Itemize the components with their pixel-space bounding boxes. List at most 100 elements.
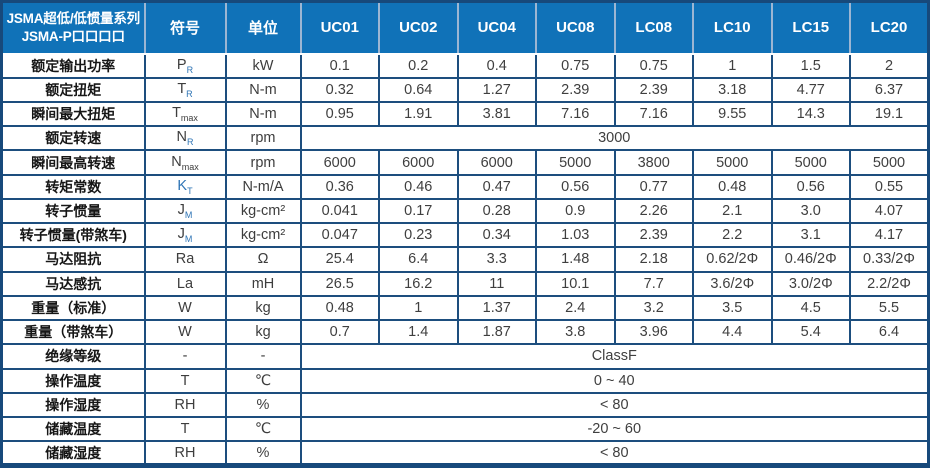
value-cell-lc08: 3800	[613, 149, 694, 176]
unit-cell: kg	[224, 294, 302, 322]
unit-cell: %	[224, 391, 302, 419]
row-label: 马达感抗	[0, 270, 146, 297]
symbol-cell: -	[143, 343, 227, 370]
value-cell-uc04: 1.37	[456, 294, 537, 322]
value-cell-uc08: 5000	[535, 149, 616, 176]
spec-row: 转矩常数 KT N-m/A 0.36 0.46 0.47 0.56 0.77 0.48 0.56 0…	[0, 173, 930, 200]
value-cell-uc01: 6000	[299, 149, 380, 176]
value-cell-lc20: 6.37	[849, 76, 930, 103]
value-cell-uc01: 0.95	[299, 100, 380, 128]
unit-cell: N-m	[224, 76, 302, 103]
value-cell-uc04: 11	[456, 270, 537, 297]
symbol-cell: Tmax	[143, 100, 227, 128]
value-cell-lc10: 2.2	[692, 222, 773, 249]
row-label: 转子惯量(带煞车)	[0, 222, 146, 249]
symbol-cell: T	[143, 367, 227, 394]
value-cell-lc20: 0.55	[849, 173, 930, 200]
value-cell-lc15: 5000	[770, 149, 851, 176]
value-cell-lc15: 5.4	[770, 319, 851, 346]
merged-value-cell: < 80	[299, 440, 930, 467]
value-cell-uc08: 1.03	[535, 222, 616, 249]
spec-row: 马达阻抗 Ra Ω 25.4 6.4 3.3 1.48 2.18 0.62/2Φ 0.46/2Φ 0…	[0, 246, 930, 273]
value-cell-uc02: 0.2	[378, 52, 459, 79]
spec-row: 储藏温度 T ℃ -20 ~ 60	[0, 416, 930, 443]
value-cell-lc10: 3.18	[692, 76, 773, 103]
spec-row: 额定转速 NR rpm 3000	[0, 125, 930, 152]
value-cell-lc15: 3.1	[770, 222, 851, 249]
row-label: 额定输出功率	[0, 52, 146, 79]
value-cell-uc02: 1.91	[378, 100, 459, 128]
row-label: 额定转速	[0, 125, 146, 152]
value-cell-uc08: 10.1	[535, 270, 616, 297]
row-label: 绝缘等级	[0, 343, 146, 370]
value-cell-lc15: 1.5	[770, 52, 851, 79]
symbol-cell: PR	[143, 52, 227, 79]
merged-value-cell: -20 ~ 60	[299, 416, 930, 443]
merged-value-cell: 0 ~ 40	[299, 367, 930, 394]
value-cell-uc04: 1.87	[456, 319, 537, 346]
symbol-cell: JM	[143, 197, 227, 225]
value-cell-uc02: 6000	[378, 149, 459, 176]
value-cell-uc08: 3.8	[535, 319, 616, 346]
series-title: JSMA超低/低惯量系列 JSMA-P口口口口	[0, 0, 146, 55]
value-cell-uc08: 1.48	[535, 246, 616, 273]
spec-row: 瞬间最高转速 Nmax rpm 6000 6000 6000 5000 3800 5000 500…	[0, 149, 930, 176]
row-label: 操作湿度	[0, 391, 146, 419]
spec-row: 额定扭矩 TR N-m 0.32 0.64 1.27 2.39 2.39 3.18 4.77 6.3…	[0, 76, 930, 103]
value-cell-uc01: 0.041	[299, 197, 380, 225]
value-cell-lc08: 3.2	[613, 294, 694, 322]
unit-cell: -	[224, 343, 302, 370]
spec-row: 储藏湿度 RH% < 80	[0, 440, 930, 467]
value-cell-lc10: 3.5	[692, 294, 773, 322]
value-cell-lc08: 2.18	[613, 246, 694, 273]
value-cell-lc15: 3.0	[770, 197, 851, 225]
value-cell-uc02: 0.64	[378, 76, 459, 103]
value-cell-uc08: 0.75	[535, 52, 616, 79]
unit-cell: rpm	[224, 149, 302, 176]
value-cell-uc02: 16.2	[378, 270, 459, 297]
value-cell-uc02: 1	[378, 294, 459, 322]
row-label: 瞬间最高转速	[0, 149, 146, 176]
value-cell-uc02: 0.23	[378, 222, 459, 249]
value-cell-lc08: 7.16	[613, 100, 694, 128]
value-cell-lc08: 7.7	[613, 270, 694, 297]
value-cell-lc20: 4.07	[849, 197, 930, 225]
symbol-cell: W	[143, 319, 227, 346]
unit-cell: N-m	[224, 100, 302, 128]
model-column-header-uc08: UC08	[535, 0, 616, 55]
symbol-cell: Ra	[143, 246, 227, 273]
unit-cell: N-m/A	[224, 173, 302, 200]
value-cell-uc04: 1.27	[456, 76, 537, 103]
value-cell-lc15: 4.5	[770, 294, 851, 322]
value-cell-uc04: 0.34	[456, 222, 537, 249]
value-cell-uc02: 1.4	[378, 319, 459, 346]
value-cell-uc04: 0.47	[456, 173, 537, 200]
row-label: 储藏湿度	[0, 440, 146, 467]
symbol-cell: JM	[143, 222, 227, 249]
value-cell-uc04: 6000	[456, 149, 537, 176]
value-cell-lc08: 2.39	[613, 222, 694, 249]
value-cell-lc20: 4.17	[849, 222, 930, 249]
spec-row: 马达感抗 La mH 26.5 16.2 11 10.1 7.7 3.6/2Φ 3.0/2Φ 2.2…	[0, 270, 930, 297]
value-cell-uc01: 26.5	[299, 270, 380, 297]
row-label: 额定扭矩	[0, 76, 146, 103]
unit-cell: ℃	[224, 367, 302, 394]
value-cell-lc20: 19.1	[849, 100, 930, 128]
row-label: 储藏温度	[0, 416, 146, 443]
value-cell-lc08: 0.77	[613, 173, 694, 200]
value-cell-lc20: 5.5	[849, 294, 930, 322]
value-cell-uc08: 2.39	[535, 76, 616, 103]
series-title-line1: JSMA超低/低惯量系列	[6, 10, 141, 26]
symbol-cell: W	[143, 294, 227, 322]
value-cell-lc15: 3.0/2Φ	[770, 270, 851, 297]
value-cell-lc10: 3.6/2Φ	[692, 270, 773, 297]
value-cell-uc04: 3.81	[456, 100, 537, 128]
row-label: 重量（标准）	[0, 294, 146, 322]
value-cell-uc08: 0.9	[535, 197, 616, 225]
value-cell-uc01: 0.32	[299, 76, 380, 103]
col-header-unit: 单位	[224, 0, 302, 55]
value-cell-lc15: 4.77	[770, 76, 851, 103]
